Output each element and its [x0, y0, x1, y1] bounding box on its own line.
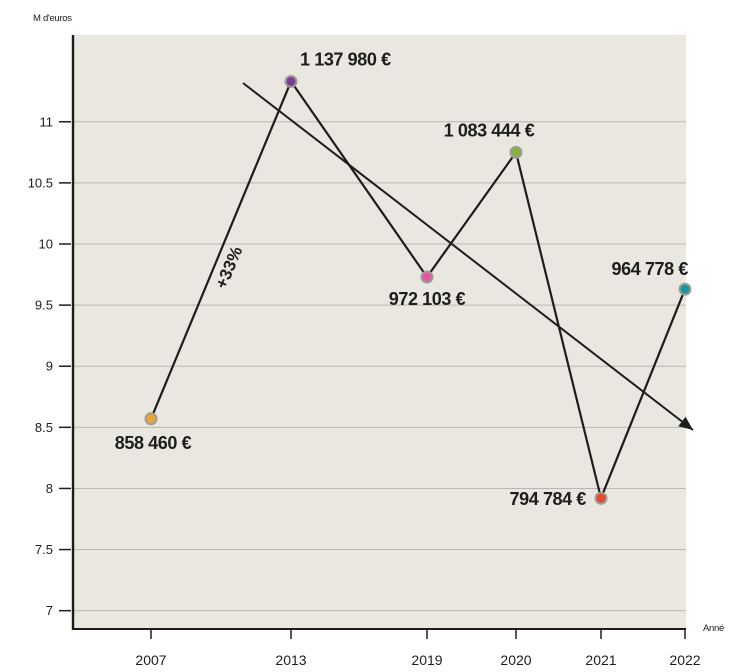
- data-label-2020: 1 083 444 €: [444, 120, 535, 140]
- x-axis-ticks: 2007 2013 2019 2020 2021 2022: [135, 629, 701, 668]
- y-tick-label: 8.5: [35, 420, 53, 435]
- y-tick-label: 9: [46, 359, 53, 374]
- y-tick-label: 10: [39, 237, 53, 252]
- data-label-2019: 972 103 €: [389, 289, 466, 309]
- data-point-2022: [678, 282, 692, 296]
- data-points: [144, 74, 692, 505]
- trend-arrow: [242, 82, 694, 431]
- data-label-2013: 1 137 980 €: [300, 49, 391, 69]
- data-label-2021: 794 784 €: [510, 489, 587, 509]
- y-tick-label: 11: [40, 114, 54, 129]
- x-tick-label: 2013: [275, 652, 306, 668]
- series-line: [149, 79, 687, 502]
- y-tick-label: 9.5: [35, 298, 53, 313]
- y-tick-label: 7.5: [35, 542, 53, 557]
- data-label-2022: 964 778 €: [612, 259, 689, 279]
- data-point-2007: [144, 412, 158, 426]
- x-tick-label: 2019: [411, 652, 442, 668]
- x-axis-label: Anné: [703, 623, 724, 634]
- series-group: [149, 79, 687, 502]
- data-labels: 858 460 € 1 137 980 € 972 103 € 1 083 444 €…: [115, 49, 689, 509]
- plot-background: [73, 35, 686, 629]
- gridlines: [73, 121, 686, 612]
- y-tick-label: 7: [46, 603, 53, 618]
- y-axis-unit-label: M d'euros: [33, 13, 72, 24]
- data-point-2021: [594, 491, 608, 505]
- data-point-2020: [509, 145, 523, 159]
- y-tick-label: 10.5: [28, 175, 53, 190]
- x-tick-label: 2021: [585, 652, 616, 668]
- y-axis-ticks: 7 7.5 8 8.5 9 9.5 10 10.5 11: [28, 114, 71, 618]
- x-tick-label: 2007: [135, 652, 166, 668]
- y-tick-label: 8: [46, 481, 53, 496]
- data-point-2019: [420, 270, 434, 284]
- x-tick-label: 2020: [500, 652, 531, 668]
- data-label-2007: 858 460 €: [115, 433, 192, 453]
- data-point-2013: [284, 74, 298, 88]
- x-tick-label: 2022: [669, 652, 700, 668]
